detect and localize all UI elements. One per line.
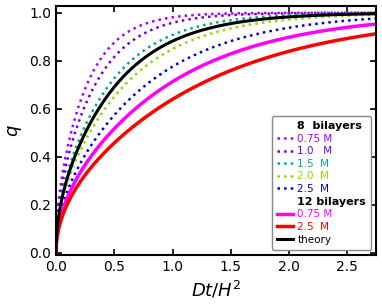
X-axis label: $Dt/H^2$: $Dt/H^2$	[191, 279, 241, 300]
Y-axis label: $q$: $q$	[6, 124, 24, 136]
Legend: 8  bilayers, 0.75 M, 1.0   M, 1.5  M, 2.0  M, 2.5  M, 12 bilayers, 0.75 M, 2.5  : 8 bilayers, 0.75 M, 1.0 M, 1.5 M, 2.0 M,…	[272, 116, 371, 250]
